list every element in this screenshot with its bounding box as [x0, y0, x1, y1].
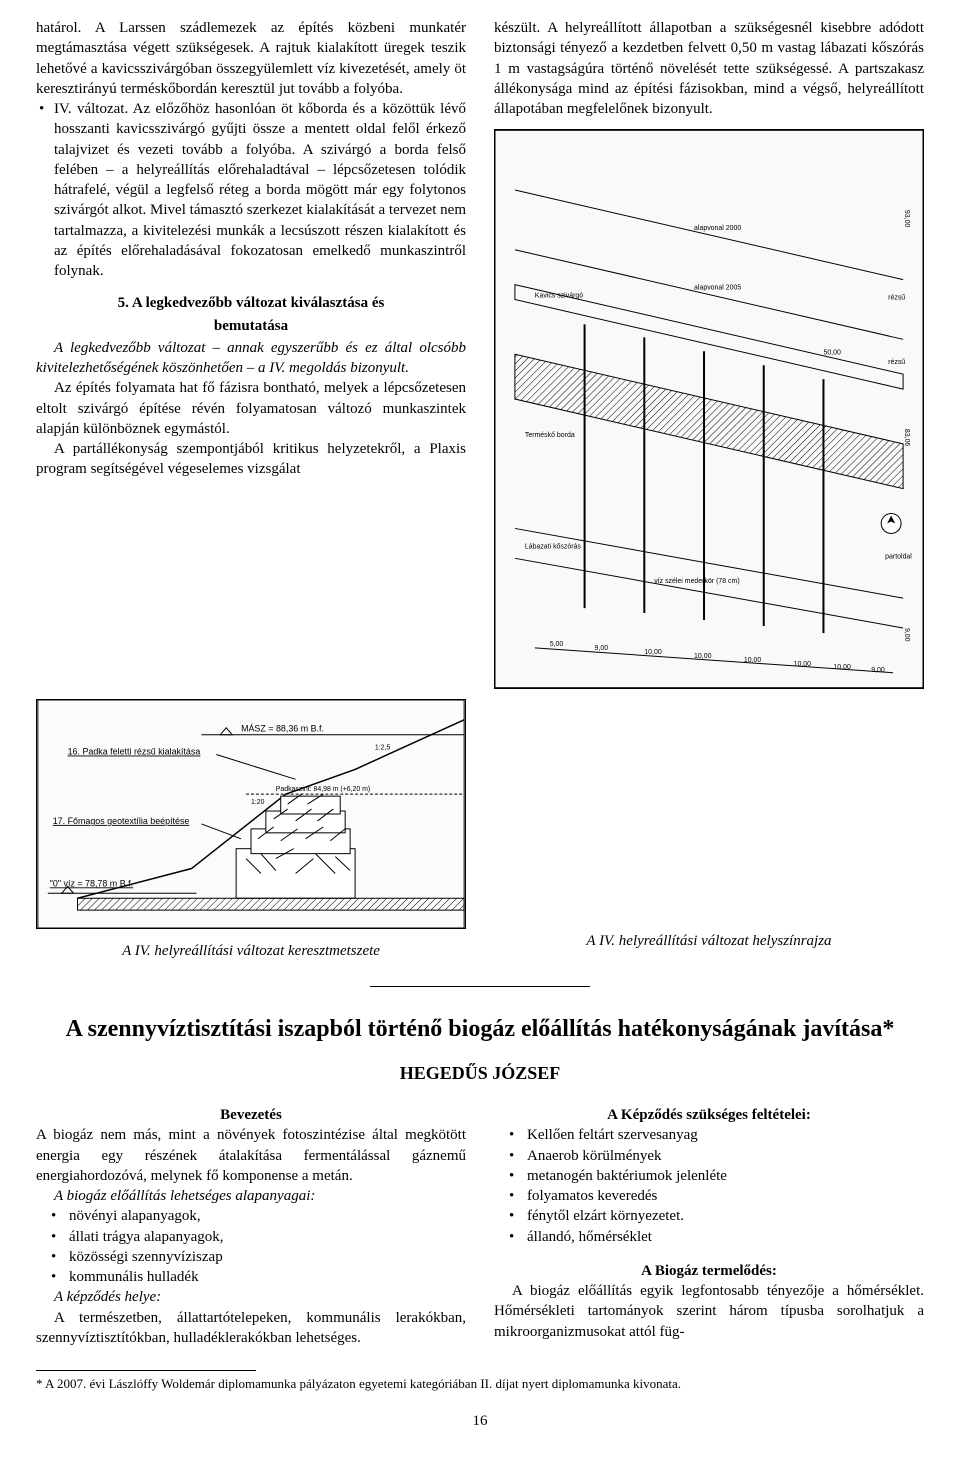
footnote: * A 2007. évi Lászlóffy Woldemár diploma…	[36, 1375, 924, 1393]
a2-li2: állati trágya alapanyagok,	[69, 1227, 466, 1247]
cross-section-wrapper: MÁSZ = 88,36 m B.f. 16. Padka feletti ré…	[36, 689, 466, 967]
a1-heading5b: bemutatása	[36, 316, 466, 336]
plan-figure: alapvonal 2000 alapvonal 2005 Kavics szi…	[494, 129, 924, 689]
article2-title: A szennyvíztisztítási iszapból történő b…	[36, 1013, 924, 1045]
a1-left-p1: határol. A Larssen szádlemezek az építés…	[36, 18, 466, 99]
plan-pad50: 50,00	[823, 350, 841, 357]
plan-caption-wrapper: A IV. helyreállítási változat helyszínra…	[494, 689, 924, 967]
svg-text:10,00: 10,00	[694, 653, 712, 660]
a1-left-p2: A legkedvezőbb változat – annak egyszerű…	[36, 338, 466, 379]
a2-right-p1: A biogáz előállítás egyik legfontosabb t…	[494, 1281, 924, 1342]
a2-li4: kommunális hulladék	[69, 1267, 466, 1287]
article2-author: HEGEDŰS JÓZSEF	[36, 1061, 924, 1085]
plan-labazati: Lábazati kőszórás	[525, 544, 582, 551]
spacer	[494, 689, 924, 919]
a2r-li4: folyamatos keveredés	[527, 1186, 924, 1206]
a2-right-list: Kellően feltárt szervesanyag Anaerob kör…	[494, 1125, 924, 1247]
footnote-rule	[36, 1370, 256, 1371]
plan-viz: víz szélei mederkör (78 cm)	[654, 578, 739, 585]
cross-section-figure: MÁSZ = 88,36 m B.f. 16. Padka feletti ré…	[36, 699, 466, 929]
a2-h-hely: A képződés helye:	[36, 1287, 466, 1307]
article2-columns: Bevezetés A biogáz nem más, mint a növén…	[36, 1103, 924, 1348]
article-divider	[370, 986, 590, 987]
svg-text:10,00: 10,00	[794, 661, 812, 668]
a2-h-felt: A Képződés szükséges feltételei:	[494, 1105, 924, 1125]
article1-text-columns: határol. A Larssen szádlemezek az építés…	[36, 18, 924, 689]
xs-slope2: 1:20	[251, 799, 265, 806]
a2r-li6: állandó, hőmérséklet	[527, 1227, 924, 1247]
a1-heading5a: 5. A legkedvezőbb változat kiválasztása …	[36, 293, 466, 313]
svg-text:83,06: 83,06	[903, 429, 910, 447]
svg-text:9,00: 9,00	[595, 645, 609, 652]
a2-h-term: A Biogáz termelődés:	[494, 1261, 924, 1281]
caption-left: A IV. helyreállítási változat keresztmet…	[36, 941, 466, 961]
article1-left-col: határol. A Larssen szádlemezek az építés…	[36, 18, 466, 689]
svg-text:10,00: 10,00	[744, 657, 762, 664]
xs-ground-hatch	[78, 899, 465, 911]
figures-row: MÁSZ = 88,36 m B.f. 16. Padka feletti ré…	[36, 689, 924, 967]
svg-text:9,00: 9,00	[903, 628, 910, 642]
xs-item17: 17. Főmagos geotextília beépítése	[53, 816, 190, 826]
svg-text:93,00: 93,00	[903, 210, 910, 228]
xs-item16: 16. Padka feletti rézsű kialakítása	[68, 747, 201, 757]
a2-li3: közösségi szennyvíziszap	[69, 1247, 466, 1267]
plan-kavics: Kavics szivárgó	[535, 293, 583, 300]
xs-masz: MÁSZ = 88,36 m B.f.	[241, 724, 324, 734]
plan-rezsu1: rézsű	[888, 295, 905, 302]
a1-right-p1: készült. A helyreállított állapotban a s…	[494, 18, 924, 119]
a1-left-bullet: IV. változat. Az előzőhöz hasonlóan öt k…	[36, 99, 466, 281]
plan-termesko: Terméskő borda	[525, 432, 575, 439]
plan-partoldal: partoldal	[885, 554, 912, 561]
a2r-li3: metanogén baktériumok jelenléte	[527, 1166, 924, 1186]
xs-zero: "0" víz = 78,78 m B.f.	[50, 879, 133, 889]
a2-left-list: növényi alapanyagok, állati trágya alapa…	[36, 1206, 466, 1287]
plan-alapvonal1: alapvonal 2000	[694, 225, 741, 232]
page-number: 16	[36, 1411, 924, 1431]
caption-right: A IV. helyreállítási változat helyszínra…	[494, 931, 924, 951]
a2r-li2: Anaerob körülmények	[527, 1146, 924, 1166]
plan-alapvonal2: alapvonal 2005	[694, 285, 741, 292]
xs-slope1: 1:2,5	[375, 745, 391, 752]
a2-li1: növényi alapanyagok,	[69, 1206, 466, 1226]
a2-left-p2: A természetben, állattartótelepeken, kom…	[36, 1308, 466, 1349]
article2-left: Bevezetés A biogáz nem más, mint a növén…	[36, 1103, 466, 1348]
svg-text:10,00: 10,00	[833, 664, 851, 671]
svg-text:9,00: 9,00	[871, 667, 885, 674]
a2r-li1: Kellően feltárt szervesanyag	[527, 1125, 924, 1145]
svg-text:5,00: 5,00	[550, 641, 564, 648]
article2-right: A Képződés szükséges feltételei: Kellően…	[494, 1103, 924, 1348]
a2-h-bev: Bevezetés	[36, 1105, 466, 1125]
article1-right-col: készült. A helyreállított állapotban a s…	[494, 18, 924, 689]
a1-left-p3: Az építés folyamata hat fő fázisra bonth…	[36, 378, 466, 439]
a1-left-p4: A partállékonyság szempontjából kritikus…	[36, 439, 466, 480]
a2r-li5: fénytől elzárt környezetet.	[527, 1206, 924, 1226]
plan-rezsu2: rézsű	[888, 359, 905, 366]
a2-left-p1: A biogáz nem más, mint a növények fotosz…	[36, 1125, 466, 1186]
a2-h-anyag: A biogáz előállítás lehetséges alapanyag…	[36, 1186, 466, 1206]
svg-text:10,00: 10,00	[644, 649, 662, 656]
